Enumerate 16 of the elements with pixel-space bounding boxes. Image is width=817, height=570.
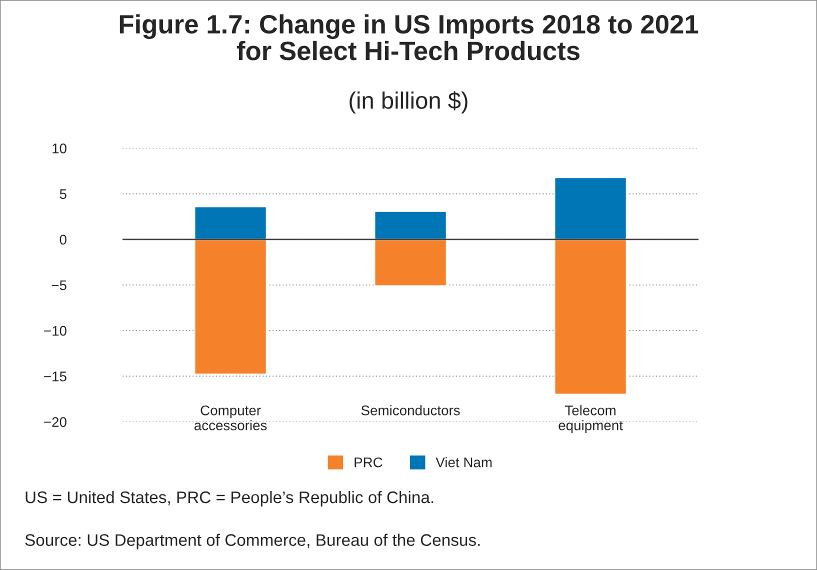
y-tick-label: −10: [44, 326, 66, 336]
y-tick-label: −15: [44, 372, 66, 382]
chart-title: Figure 1.7: Change in US Imports 2018 to 2021 for Select Hi-Tech Products: [120, 14, 698, 60]
y-tick-label: −20: [44, 417, 66, 427]
text: US = United States, PRC = People’s Republic of China.: [26, 490, 434, 507]
legend-label: Viet Nam: [436, 457, 492, 468]
x-tick-label: Semiconductors: [361, 405, 460, 416]
chart-subtitle: (in billion $): [350, 91, 468, 114]
y-tick-label: 10: [52, 144, 66, 154]
source-note: Source: US Department of Commerce, Bureau of the Census.: [25, 534, 480, 550]
y-tick-label: 5: [60, 189, 66, 199]
y-tick-label: −5: [52, 280, 66, 290]
y-tick-label: 0: [60, 234, 66, 245]
x-tick-label: Telecom equipment: [558, 405, 623, 434]
legend-label: PRC: [354, 457, 382, 468]
x-tick-label: Computer accessories: [194, 406, 267, 430]
